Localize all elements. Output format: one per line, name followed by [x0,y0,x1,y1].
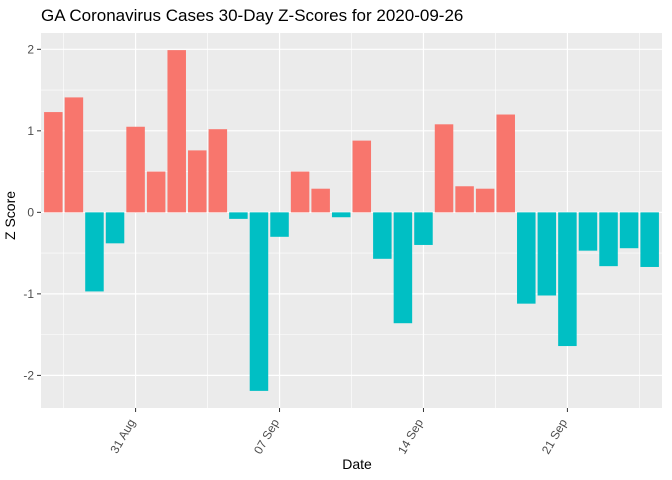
y-tick-label: 1 [27,124,34,138]
bar-2020-09-11 [331,212,351,218]
bar-2020-08-30 [85,212,104,292]
x-axis: 31 Aug 07 Sep 14 Sep 21 Sep [107,408,570,456]
x-tick-label: 21 Sep [539,416,570,456]
bar-2020-09-18 [475,188,495,213]
bar-2020-09-09 [290,171,310,213]
bar-2020-08-31 [105,212,125,244]
bar-2020-09-07 [249,212,269,391]
bar-2020-09-14 [393,212,413,324]
bar-2020-09-12 [352,140,372,213]
bar-2020-09-25 [619,212,639,249]
bar-2020-09-04 [188,150,207,213]
bar-2020-09-20 [517,212,536,304]
bar-2020-09-15 [414,212,433,245]
y-tick-label: -1 [23,287,34,301]
bar-2020-08-28 [44,112,63,213]
bar-2020-09-21 [537,212,557,296]
chart-title: GA Coronavirus Cases 30-Day Z-Scores for… [41,6,464,25]
y-tick-label: 2 [27,42,34,56]
y-tick-label: -2 [23,368,34,382]
bar-2020-09-19 [496,114,515,213]
bar-2020-09-22 [558,212,577,347]
bar-2020-09-16 [434,124,454,213]
x-axis-label: Date [342,456,372,472]
bar-2020-09-02 [146,171,166,213]
x-tick-label: 07 Sep [251,416,282,456]
y-tick-label: 0 [27,205,34,219]
bar-2020-09-13 [373,212,392,259]
bar-2020-09-17 [455,186,474,213]
bar-2020-09-03 [167,50,186,213]
bar-2020-09-10 [311,188,330,213]
bar-2020-09-05 [208,129,228,213]
x-tick-label: 31 Aug [107,417,138,456]
bar-2020-09-26 [640,212,659,267]
y-axis: -2 -1 0 1 2 [23,42,41,382]
bar-2020-08-29 [64,97,84,213]
bar-2020-09-06 [229,212,248,219]
bar-2020-09-01 [126,126,145,213]
y-axis-label: Z Score [2,190,18,240]
x-tick-label: 14 Sep [395,416,426,456]
bars-group [44,50,659,391]
bar-2020-09-23 [578,212,598,251]
bar-2020-09-24 [599,212,618,267]
bar-2020-09-08 [270,212,289,237]
